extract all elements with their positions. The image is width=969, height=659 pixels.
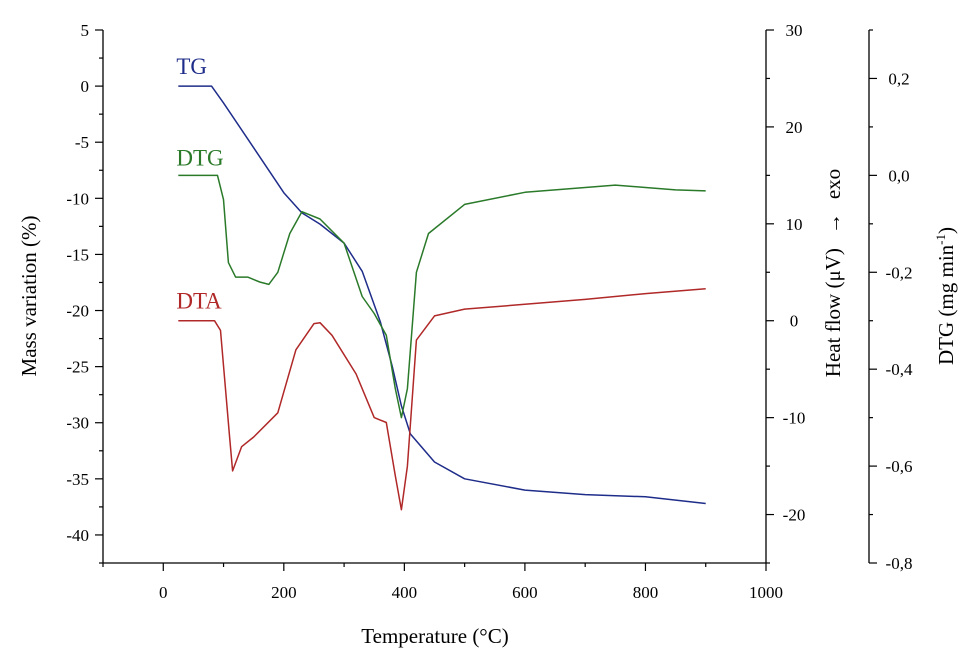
dtg-axis-label-close: ) [934, 227, 958, 234]
heat-flow-tick-label: -20 [783, 506, 806, 525]
left-axis-title: Mass variation (%) [17, 216, 41, 377]
left-tick-label: -10 [66, 189, 89, 208]
heat-flow-axis-title: Heat flow (μV) → exo [821, 169, 845, 377]
left-tick-label: -25 [66, 358, 89, 377]
x-tick-label: 1000 [749, 583, 783, 602]
left-tick-label: 0 [81, 77, 90, 96]
labels-layer: TG DTG DTA [176, 54, 223, 314]
left-tick-label: -5 [75, 133, 89, 152]
dtg-tick-label: -0,6 [886, 457, 913, 476]
exo-label: exo [821, 169, 845, 199]
series-label-tg: TG [176, 54, 207, 79]
x-tick-label: 200 [271, 583, 297, 602]
series-label-dtg: DTG [176, 145, 223, 170]
axes-layer: 0 200 400 600 800 100050-5-10-15-20-25-30-35-… [66, 21, 913, 602]
series-line-tg [178, 85, 706, 505]
dtg-tick-label: -0,2 [886, 263, 913, 282]
heat-flow-tick-label: 10 [786, 215, 803, 234]
x-tick-label: 400 [392, 583, 418, 602]
series-line-dtg [178, 174, 706, 419]
dtg-tick-label: -0,4 [886, 360, 913, 379]
left-tick-label: -35 [66, 470, 89, 489]
left-tick-label: -15 [66, 245, 89, 264]
heat-flow-label: Heat flow (μV) [821, 248, 845, 377]
heat-flow-tick-label: -10 [783, 409, 806, 428]
dtg-axis-title: DTG (mg min-1) [933, 227, 958, 365]
x-tick-label: 800 [633, 583, 659, 602]
left-tick-label: 5 [81, 21, 90, 40]
exo-arrow: → [821, 213, 845, 234]
heat-flow-tick-label: 0 [790, 312, 799, 331]
dtg-tick-label: 0,0 [888, 166, 909, 185]
left-tick-label: -40 [66, 526, 89, 545]
heat-flow-tick-label: 20 [786, 118, 803, 137]
dtg-tick-label: 0,2 [888, 69, 909, 88]
x-tick-label: 0 [159, 583, 168, 602]
dtg-axis-label: DTG (mg min [934, 244, 958, 365]
dtg-tick-label: -0,8 [886, 554, 913, 573]
left-tick-label: -20 [66, 302, 89, 321]
left-tick-label: -30 [66, 414, 89, 433]
dtg-axis-label-sup: -1 [933, 234, 948, 245]
x-axis-title: Temperature (°C) [361, 624, 508, 648]
series-line-dta [178, 287, 706, 511]
series-label-dta: DTA [176, 289, 222, 314]
series-layer [178, 85, 706, 511]
heat-flow-tick-label: 30 [786, 21, 803, 40]
x-tick-label: 600 [512, 583, 538, 602]
